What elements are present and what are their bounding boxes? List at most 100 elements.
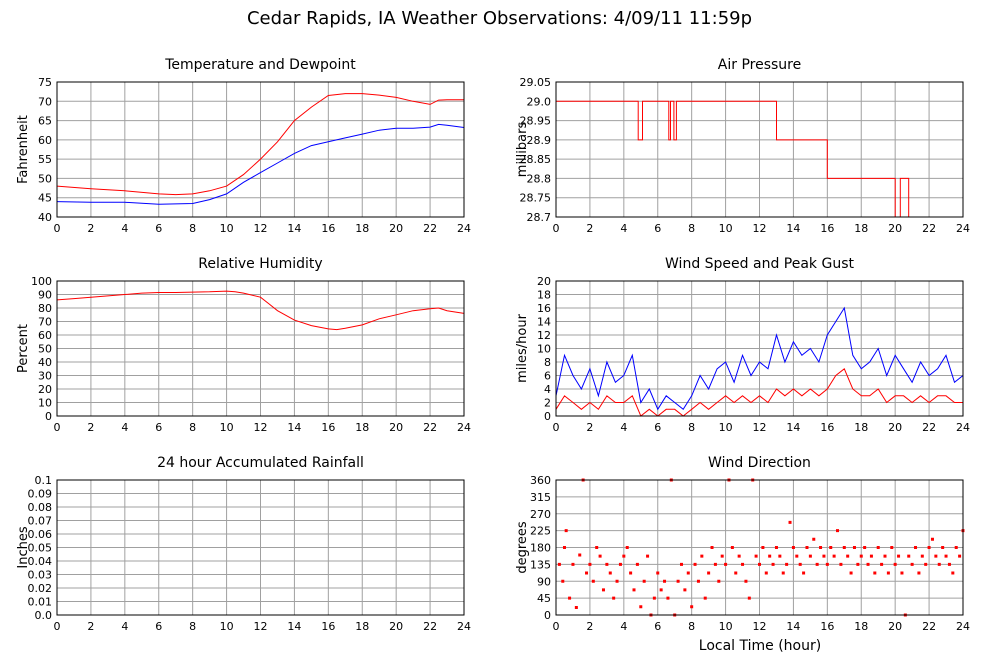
winddir-point (730, 546, 734, 549)
winddir-point (930, 537, 934, 541)
y-tick-label: 90 (38, 289, 52, 302)
x-tick-label: 12 (753, 421, 767, 434)
winddir-point (808, 554, 812, 558)
winddir-point (927, 546, 931, 549)
winddir-point (652, 596, 656, 600)
rain-title: 24 hour Accumulated Rainfall (157, 455, 364, 471)
winddir-point (561, 579, 565, 583)
x-tick-label: 22 (922, 421, 936, 434)
y-tick-label: 20 (537, 275, 551, 288)
y-tick-label: 14 (537, 316, 551, 329)
winddir-point (656, 571, 660, 575)
winddir-point (562, 546, 566, 549)
winddir-point (829, 546, 833, 549)
x-tick-label: 18 (355, 222, 369, 235)
winddir-ylabel: degrees (515, 521, 530, 574)
y-tick-label: 20 (38, 383, 52, 396)
y-tick-label: 75 (38, 76, 52, 89)
winddir-point (873, 571, 877, 575)
winddir-point (666, 596, 670, 600)
x-tick-label: 20 (389, 421, 403, 434)
y-tick-label: 28.85 (520, 153, 552, 166)
winddir-point (832, 554, 836, 558)
winddir-point (601, 588, 605, 592)
x-tick-label: 6 (155, 421, 162, 434)
y-tick-label: 0.1 (35, 474, 53, 487)
winddir-point (618, 562, 622, 566)
x-tick-label: 14 (287, 620, 301, 633)
wind-ylabel: miles/hour (515, 313, 530, 382)
winddir-point (934, 554, 938, 558)
humidity-title: Relative Humidity (198, 256, 322, 272)
winddir-point (676, 579, 680, 583)
winddir-point (907, 554, 911, 558)
winddir-point (951, 571, 955, 575)
winddir-point (568, 596, 572, 600)
y-tick-label: 6 (544, 370, 551, 383)
x-tick-label: 6 (654, 620, 661, 633)
page-title: Cedar Rapids, IA Weather Observations: 4… (246, 8, 753, 29)
y-tick-label: 28.9 (527, 134, 552, 147)
y-tick-label: 0 (544, 609, 551, 622)
winddir-point (771, 562, 775, 566)
x-tick-label: 10 (719, 222, 733, 235)
winddir-point (710, 546, 714, 549)
winddir-point (608, 571, 612, 575)
x-tick-label: 20 (389, 620, 403, 633)
winddir-point (937, 562, 941, 566)
winddir-point (849, 571, 853, 575)
y-tick-label: 0.0 (35, 609, 53, 622)
winddir-point (663, 579, 667, 583)
x-tick-label: 12 (254, 222, 268, 235)
winddir-point (815, 562, 819, 566)
x-tick-label: 16 (820, 421, 834, 434)
winddir-point (812, 537, 816, 541)
winddir-point (720, 554, 724, 558)
winddir-point (564, 529, 568, 533)
y-tick-label: 60 (38, 134, 52, 147)
temp-frame (56, 81, 465, 218)
x-tick-label: 20 (888, 222, 902, 235)
y-tick-label: 10 (537, 343, 551, 356)
winddir-point (880, 562, 884, 566)
y-tick-label: 0.08 (28, 501, 53, 514)
x-tick-label: 2 (87, 421, 94, 434)
winddir-point (615, 579, 619, 583)
winddir-point (958, 554, 962, 558)
x-tick-label: 2 (586, 620, 593, 633)
x-tick-label: 22 (922, 222, 936, 235)
x-tick-label: 16 (820, 620, 834, 633)
x-tick-label: 6 (654, 421, 661, 434)
x-tick-label: 4 (121, 421, 128, 434)
x-tick-label: 12 (254, 421, 268, 434)
winddir-point (788, 520, 792, 524)
winddir-point (591, 579, 595, 583)
winddir-point (876, 546, 880, 549)
y-tick-label: 0.03 (28, 569, 53, 582)
winddir-point (734, 571, 738, 575)
y-tick-label: 0.01 (28, 596, 53, 609)
winddir-title: Wind Direction (708, 455, 811, 471)
x-tick-label: 0 (54, 620, 61, 633)
x-tick-label: 8 (688, 421, 695, 434)
winddir-point (825, 562, 829, 566)
winddir-point (798, 562, 802, 566)
x-tick-label: 8 (189, 421, 196, 434)
humidity-frame (56, 280, 465, 417)
rain-frame (56, 479, 465, 616)
winddir-point (819, 546, 823, 549)
winddir-point (802, 571, 806, 575)
winddir-point (886, 571, 890, 575)
y-tick-label: 65 (38, 115, 52, 128)
winddir-point (890, 546, 894, 549)
y-tick-label: 0 (45, 410, 52, 423)
x-tick-label: 18 (355, 620, 369, 633)
y-tick-label: 70 (38, 95, 52, 108)
x-tick-label: 12 (753, 620, 767, 633)
winddir-point (557, 562, 561, 566)
winddir-point (585, 571, 589, 575)
y-tick-label: 100 (31, 275, 52, 288)
